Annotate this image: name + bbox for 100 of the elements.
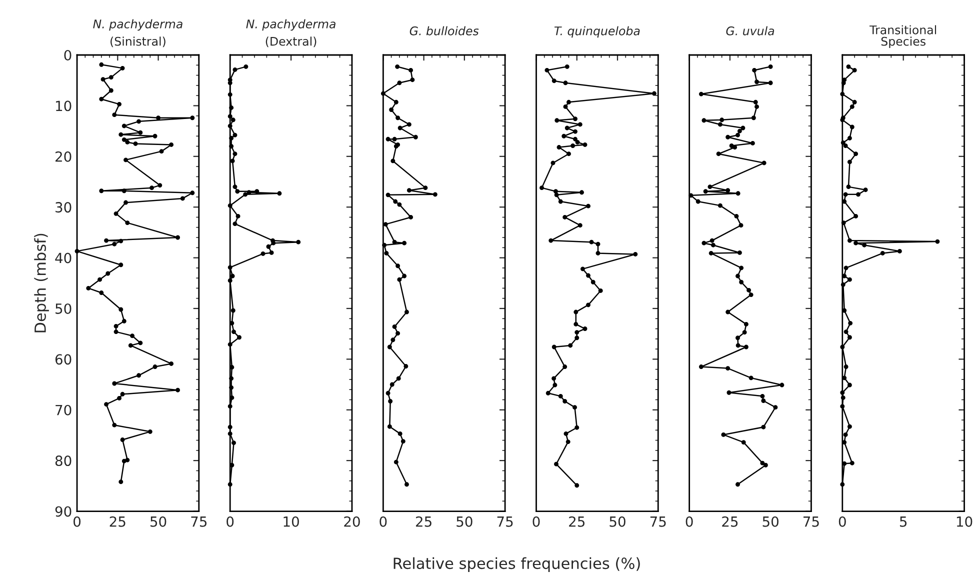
point [244,64,248,69]
point [573,129,578,134]
point [562,215,568,220]
chart-title: T. quinqueloba [554,26,640,38]
point [228,114,232,119]
point [854,214,858,218]
point [852,100,857,104]
x-tick-label: 0 [226,516,234,527]
point [572,405,577,410]
x-tick-label: 75 [191,516,207,527]
point [413,134,418,140]
x-tick-label: 25 [110,516,126,527]
point [596,242,600,246]
point [746,288,752,292]
point [843,144,848,148]
point [840,344,845,350]
point [847,277,852,282]
x-tick-label: 10 [284,516,299,527]
point [554,192,559,198]
point [844,266,848,270]
point [402,240,407,246]
point [387,344,392,350]
point [394,460,398,464]
y-tick-label: 40 [55,252,72,264]
point [742,330,747,335]
point [702,118,706,123]
point [566,440,570,444]
point [232,330,236,334]
point [544,68,550,72]
point [761,398,766,403]
point [698,92,704,96]
point [232,67,238,72]
point [718,203,722,208]
point [850,460,854,466]
point [633,252,638,256]
point [726,134,730,140]
point [394,100,398,104]
point [296,240,301,244]
point [550,160,556,166]
point [228,124,232,128]
x-tick-label: 5 [900,516,907,527]
point [840,140,846,145]
point [753,100,758,104]
point [396,331,400,336]
point [598,288,603,293]
point [736,132,740,138]
x-tick-label: 0 [838,516,846,527]
point [763,462,768,468]
point [854,240,858,246]
x-tick-label: 50 [762,516,778,527]
point [388,399,393,404]
point [847,382,852,388]
text: Relative species frequencies (%) [394,557,640,572]
y-tick-label: 10 [56,100,72,112]
point [392,324,397,329]
point [389,108,394,112]
y-tick-label: 0 [64,50,72,60]
point [768,64,773,69]
point [554,118,560,123]
point [232,132,238,138]
point [773,405,778,410]
point [228,342,232,347]
point [392,240,397,244]
chart-title: G. uvula [726,26,774,36]
x-tick-label: 50 [150,516,166,527]
point [232,440,236,446]
y-tick-label: 80 [55,456,72,466]
x-tick-label: 75 [804,516,819,527]
point [562,134,566,138]
point [720,118,724,122]
point [228,278,232,283]
point [406,122,412,127]
point [574,322,578,326]
point [408,215,414,220]
x-tick-label: 75 [497,516,513,527]
point [386,136,390,142]
point [230,274,235,278]
point [750,140,755,146]
point [574,336,580,340]
point [596,251,600,256]
x-tick-label: 0 [74,516,81,527]
point [564,126,570,130]
point [736,343,740,348]
point [652,91,656,96]
point [558,199,563,204]
point [840,404,845,409]
x-tick-label: 0 [380,516,387,527]
point [406,188,412,193]
point [232,152,238,156]
point [393,199,398,204]
point [554,462,558,466]
point [229,136,234,140]
point [228,482,232,487]
x-tick-label: 25 [416,516,432,527]
chart-title: G. bulloides [410,26,479,36]
point [552,78,556,84]
point [840,390,845,395]
y-tick-label: 60 [55,354,72,365]
point [710,238,714,243]
point [548,238,554,243]
